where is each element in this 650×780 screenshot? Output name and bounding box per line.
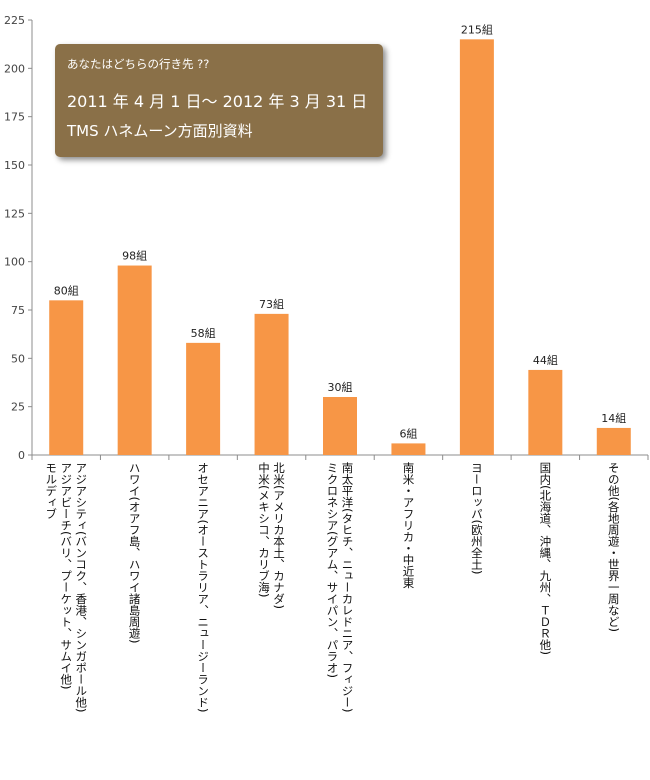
bar [323,397,357,455]
y-tick-label: 50 [11,352,25,365]
bar-data-label: 14組 [601,412,626,425]
x-category-label: ヨーロッパ(欧州全土) [442,462,512,772]
x-category-label: 南太平洋(タヒチ、ニューカレドニア、フィジー) ミクロネシア(グアム、サイパン、パ… [305,462,375,772]
x-category-label-line: 中米(メキシコ、カリブ海) [257,462,272,598]
x-category-label-line: 南太平洋(タヒチ、ニューカレドニア、フィジー) [340,462,355,713]
bar [459,39,494,455]
bar-data-label: 44組 [533,354,558,367]
bar-data-label: 58組 [191,327,216,340]
bar-data-label: 80組 [54,284,79,297]
y-tick-label: 75 [11,304,25,317]
x-category-label-line: ヨーロッパ(欧州全土) [469,462,484,575]
x-category-label-line: アジアシティ(バンコク、香港、シンガポール他) [74,462,89,713]
bar [117,265,152,455]
bar-data-label: 98組 [122,250,147,263]
chart-title-line-1: あなたはどちらの行き先 ?? [67,57,210,71]
x-category-label-line: その他(各地周遊・世界一周など) [606,462,621,632]
chart-title-line-2: 2011 年 4 月 1 日〜 2012 年 3 月 31 日 [67,92,368,111]
bar [391,443,426,455]
y-tick-label: 175 [4,111,25,124]
x-category-label-line: アジアビーチ(バリ、プーケット、サムイ他) [59,462,74,690]
x-category-label: ハワイ(オアフ島、ハワイ諸島周遊) [100,462,170,772]
y-tick-label: 25 [11,401,25,414]
x-category-label-line: 北米(アメリカ本土、カナダ) [272,462,287,609]
x-category-label-line: オセアニア(オーストラリア、ニュージーランド) [196,462,211,713]
x-category-label: 北米(アメリカ本土、カナダ) 中米(メキシコ、カリブ海) [237,462,307,772]
x-category-label-line: 国内(北海道、沖縄、九州、ＴＤＲ他) [538,462,553,655]
chart-title-line-3: TMS ハネムーン方面別資料 [67,122,253,140]
x-category-label: 国内(北海道、沖縄、九州、ＴＤＲ他) [510,462,580,772]
x-category-label-line: モルディブ [44,462,59,520]
x-category-label: アジアシティ(バンコク、香港、シンガポール他) アジアビーチ(バリ、プーケット、サ… [31,462,101,772]
x-category-label: 南米・アフリカ・中近東 [373,462,443,772]
y-tick-label: 100 [4,256,25,269]
chart-title-box: あなたはどちらの行き先 ?? 2011 年 4 月 1 日〜 2012 年 3 … [55,44,383,157]
bar [596,427,631,455]
y-tick-label: 150 [4,159,25,172]
bar [186,342,221,455]
bar-data-label: 215組 [461,23,493,36]
bar-data-label: 30組 [328,381,353,394]
x-category-label: オセアニア(オーストラリア、ニュージーランド) [168,462,238,772]
x-category-label-line: ミクロネシア(グアム、サイパン、パラオ) [325,462,340,678]
bar [49,300,84,455]
bar-data-label: 6組 [399,427,417,440]
bar [528,369,563,455]
x-category-label: その他(各地周遊・世界一周など) [579,462,649,772]
y-tick-label: 200 [4,62,25,75]
x-category-label-line: 南米・アフリカ・中近東 [401,462,416,589]
y-tick-label: 0 [18,449,25,462]
y-tick-label: 125 [4,207,25,220]
bar [254,313,289,455]
bar-data-label: 73組 [259,298,284,311]
y-tick-label: 225 [4,14,25,27]
x-category-label-line: ハワイ(オアフ島、ハワイ諸島周遊) [127,462,142,644]
